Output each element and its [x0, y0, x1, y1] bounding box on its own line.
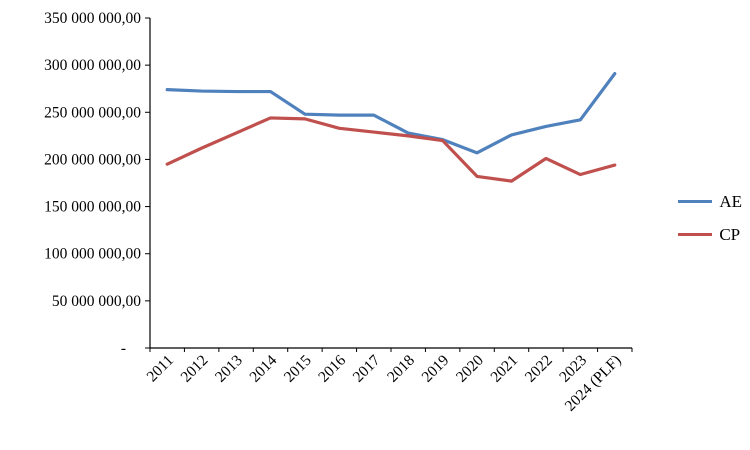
- x-tick-label: 2015: [281, 352, 315, 386]
- chart-legend: AE CP: [678, 193, 742, 243]
- y-tick-label: 350 000 000,00: [44, 10, 141, 27]
- series-line-ae: [165, 72, 617, 155]
- y-tick-label: 250 000 000,00: [44, 104, 141, 121]
- legend-item-ae: AE: [678, 193, 742, 210]
- y-tick-label: 150 000 000,00: [44, 199, 141, 216]
- x-tick-label: 2021: [487, 352, 521, 386]
- series-line-cp: [165, 116, 617, 183]
- x-tick-label: 2012: [178, 352, 212, 386]
- x-tick-label: 2020: [453, 352, 487, 386]
- x-tick-label: 2016: [315, 352, 349, 386]
- x-tick-label: 2013: [212, 352, 246, 386]
- y-tick-label: 300 000 000,00: [44, 57, 141, 74]
- x-tick-label: 2011: [143, 352, 177, 386]
- legend-label-cp: CP: [719, 225, 741, 244]
- ae-line-swatch: [678, 200, 713, 203]
- x-tick-label: 2018: [384, 352, 418, 386]
- x-tick-label: 2019: [419, 352, 453, 386]
- y-tick-label: 50 000 000,00: [52, 293, 141, 310]
- x-tick-label: 2017: [350, 352, 384, 386]
- legend-label-ae: AE: [719, 192, 742, 211]
- legend-item-cp: CP: [678, 226, 742, 243]
- x-tick-label: 2022: [522, 352, 556, 386]
- cp-line-swatch: [678, 233, 713, 236]
- y-tick-label: 200 000 000,00: [44, 151, 141, 168]
- x-tick-label: 2014: [246, 352, 280, 386]
- y-tick-label: 100 000 000,00: [44, 246, 141, 263]
- y-tick-label: -: [121, 340, 126, 357]
